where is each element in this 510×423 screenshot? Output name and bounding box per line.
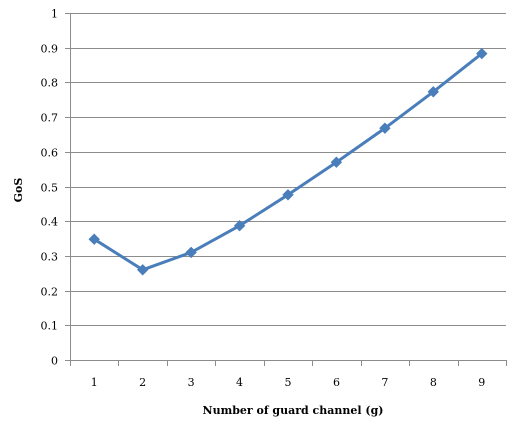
data-point-marker: [233, 219, 246, 232]
y-axis-label: GoS: [12, 178, 25, 203]
data-point-marker: [379, 122, 391, 134]
y-tick-label: 0.1: [41, 320, 59, 333]
x-tick-labels: 1 2 3 4 5 6 7 8 9: [91, 376, 486, 389]
y-tick-label: 0: [51, 355, 58, 368]
x-tick-label: 7: [381, 376, 388, 389]
y-tick-label: 0.2: [41, 286, 59, 299]
gridlines: [70, 13, 506, 326]
data-point-marker: [136, 264, 149, 276]
data-point-marker: [88, 233, 100, 245]
data-point-marker: [282, 189, 294, 201]
y-tick-label: 0.6: [41, 147, 59, 160]
y-tick-label: 0.3: [41, 251, 59, 264]
y-tick-label: 1: [51, 8, 58, 21]
data-point-marker: [185, 246, 197, 259]
y-tick-labels: 0 0.1 0.2 0.3 0.4 0.5 0.6 0.7 0.8 0.9 1: [41, 8, 59, 368]
data-point-marker: [476, 47, 488, 60]
x-tick-label: 3: [188, 376, 195, 389]
x-tick-label: 8: [430, 376, 437, 389]
y-tick-label: 0.5: [41, 182, 59, 195]
x-axis-label: Number of guard channel (g): [203, 404, 384, 417]
y-tick-label: 0.8: [41, 77, 59, 90]
x-tick-label: 6: [333, 376, 340, 389]
y-tick-label: 0.9: [41, 43, 59, 56]
series-line: [93, 52, 483, 272]
series-group: [88, 47, 488, 276]
data-point-marker: [330, 156, 343, 168]
x-tick-label: 5: [285, 376, 292, 389]
axes: [65, 13, 507, 366]
x-tick-label: 2: [139, 376, 146, 389]
y-tick-label: 0.7: [41, 112, 59, 125]
x-tick-label: 9: [478, 376, 485, 389]
x-tick-label: 4: [236, 376, 243, 389]
y-tick-label: 0.4: [41, 216, 59, 229]
x-tick-label: 1: [91, 376, 98, 389]
data-point-marker: [427, 86, 440, 98]
